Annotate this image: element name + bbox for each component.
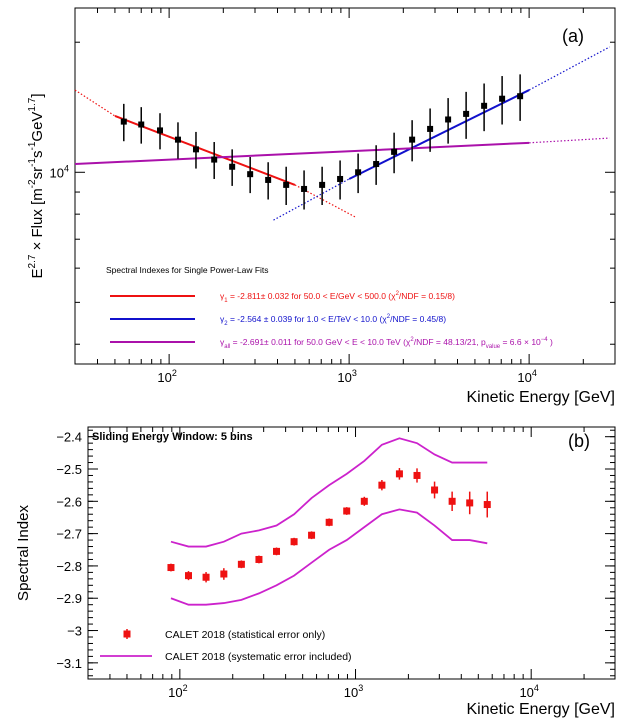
x-tick-label: 104 bbox=[519, 683, 538, 700]
y-axis-label-b: Spectral Index bbox=[15, 505, 32, 601]
x-tick-label: 104 bbox=[517, 368, 536, 385]
data-point bbox=[319, 181, 326, 188]
y-tick-label: −3.1 bbox=[56, 656, 82, 671]
data-point bbox=[220, 570, 228, 578]
data-point bbox=[273, 547, 281, 555]
y-tick-label: 104 bbox=[50, 163, 69, 180]
data-point bbox=[445, 116, 452, 123]
fit-extension-3 bbox=[74, 142, 530, 165]
data-point bbox=[202, 573, 210, 581]
y-tick-label: −2.8 bbox=[56, 559, 82, 574]
data-point bbox=[373, 161, 380, 168]
data-point bbox=[409, 136, 416, 143]
data-point bbox=[337, 175, 344, 182]
data-point bbox=[431, 486, 439, 494]
axis-ticks-a: 102 103 104 104 bbox=[50, 8, 616, 385]
x-tick-label: 102 bbox=[157, 368, 176, 385]
x-tick-label: 103 bbox=[344, 683, 363, 700]
data-point bbox=[290, 538, 298, 546]
y-tick-label: −3 bbox=[67, 624, 82, 639]
data-point bbox=[229, 163, 236, 170]
data-point bbox=[355, 169, 362, 176]
data-point bbox=[301, 185, 308, 192]
plot-title-b: Sliding Energy Window: 5 bins bbox=[92, 431, 253, 443]
data-point bbox=[325, 518, 333, 526]
y-tick-label: −2.5 bbox=[56, 462, 82, 477]
data-points-a bbox=[120, 74, 524, 210]
legend-a: Spectral Indexes for Single Power-Law Fi… bbox=[106, 265, 553, 350]
x-axis-label-b: Kinetic Energy [GeV] bbox=[466, 701, 615, 718]
data-point bbox=[463, 110, 470, 117]
data-point bbox=[308, 531, 316, 539]
data-point bbox=[120, 118, 127, 125]
data-point bbox=[247, 171, 254, 178]
legend-title-a: Spectral Indexes for Single Power-Law Fi… bbox=[106, 265, 269, 275]
data-point bbox=[265, 176, 272, 183]
systematic-upper-line bbox=[170, 437, 488, 548]
legend-marker-statistical bbox=[123, 629, 131, 639]
data-point bbox=[448, 497, 456, 505]
data-point bbox=[255, 555, 263, 563]
data-point bbox=[391, 148, 398, 155]
panel-label-a: (a) bbox=[562, 26, 584, 46]
data-point bbox=[499, 95, 506, 102]
panel-b: 102 103 104−2.4−2.5−2.6−2.7−2.8−2.9−3−3.1 … bbox=[15, 426, 616, 718]
plot-frame-a bbox=[74, 7, 616, 365]
legend-b: CALET 2018 (statistical error only) CALE… bbox=[100, 629, 352, 663]
y-tick-label: −2.6 bbox=[56, 494, 82, 509]
data-point bbox=[138, 121, 145, 128]
data-point bbox=[360, 497, 368, 505]
legend-entry-statistical: CALET 2018 (statistical error only) bbox=[165, 629, 325, 641]
panel-label-b: (b) bbox=[568, 431, 590, 451]
plot-frame-b bbox=[87, 426, 616, 680]
legend-entry-gammaall: γall = -2.691± 0.011 for 50.0 GeV < E < … bbox=[220, 337, 553, 350]
axis-ticks-b: 102 103 104 −2.4 −2.5 −2.6 −2.7 −2.8 −2.9 −3 −3.1 bbox=[56, 427, 616, 700]
legend-entry-gamma1: γ1 = -2.811± 0.032 for 50.0 < E/GeV < 50… bbox=[220, 291, 455, 304]
panel-a: 102 103 104 104 (a) E2.7 × Flux [m-2sr-1s-1… bbox=[27, 7, 616, 406]
data-point bbox=[378, 481, 386, 489]
data-point bbox=[466, 499, 474, 507]
data-point bbox=[481, 102, 488, 109]
legend-entry-gamma2: γ2 = -2.564 ± 0.039 for 1.0 < E/TeV < 10… bbox=[220, 314, 446, 327]
data-point bbox=[184, 572, 192, 580]
y-tick-label: −2.4 bbox=[56, 430, 82, 445]
systematic-lower-line bbox=[170, 508, 488, 606]
data-point bbox=[483, 501, 491, 509]
data-point bbox=[395, 470, 403, 478]
fit-extension-3 bbox=[529, 137, 610, 144]
y-axis-label-a: E2.7 × Flux [m-2sr-1s-1GeV1.7] bbox=[27, 94, 46, 279]
legend-entry-systematic: CALET 2018 (systematic error included) bbox=[165, 651, 352, 663]
fit-line-1 bbox=[114, 115, 296, 186]
fit-extension-2 bbox=[273, 178, 350, 221]
data-points-b bbox=[167, 468, 491, 583]
data-point bbox=[343, 507, 351, 515]
data-point bbox=[157, 127, 164, 134]
data-point bbox=[192, 146, 199, 153]
data-point bbox=[237, 560, 245, 568]
x-tick-label: 103 bbox=[337, 368, 356, 385]
data-point bbox=[167, 564, 175, 572]
y-tick-label: −2.7 bbox=[56, 527, 82, 542]
y-tick-label: −2.9 bbox=[56, 591, 82, 606]
data-point bbox=[427, 125, 434, 132]
fit-extension-2 bbox=[528, 46, 610, 91]
x-tick-label: 102 bbox=[168, 683, 187, 700]
x-axis-label-a: Kinetic Energy [GeV] bbox=[466, 389, 615, 406]
data-point bbox=[211, 156, 218, 163]
data-point bbox=[283, 181, 290, 188]
data-point bbox=[517, 93, 524, 100]
fit-extension-1 bbox=[74, 89, 116, 117]
data-point bbox=[174, 136, 181, 143]
systematic-band-b bbox=[170, 437, 488, 606]
data-point bbox=[413, 471, 421, 479]
